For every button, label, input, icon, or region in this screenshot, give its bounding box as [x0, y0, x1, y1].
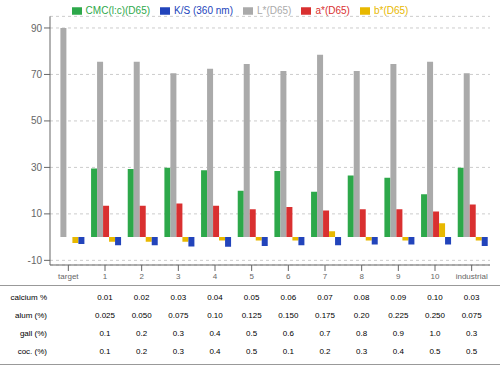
- html-text:0.03: 0.03: [463, 293, 480, 302]
- svg-text:6: 6: [286, 272, 291, 281]
- html-text:a*(D65): a*(D65): [315, 5, 350, 16]
- html-text:0.050: 0.050: [131, 311, 152, 320]
- html-text:0.1: 0.1: [99, 329, 111, 338]
- html-text:0.05: 0.05: [243, 293, 260, 302]
- svg-text:9: 9: [396, 272, 401, 281]
- html-text:L*(D65): L*(D65): [257, 5, 292, 16]
- html-text:0.07: 0.07: [317, 293, 333, 302]
- svg-text:-10: -10: [28, 255, 43, 266]
- html-text:0.01: 0.01: [97, 293, 113, 302]
- svg-text:2: 2: [139, 272, 144, 281]
- html-text:0.3: 0.3: [172, 329, 184, 338]
- html-text:b*(D65): b*(D65): [373, 5, 409, 16]
- html-text:0.6: 0.6: [282, 329, 294, 338]
- html-text:gall (%): gall (%): [19, 329, 47, 338]
- svg-text:30: 30: [31, 162, 43, 173]
- html-text:0.10: 0.10: [427, 293, 443, 302]
- html-text:0.7: 0.7: [319, 329, 331, 338]
- svg-text:4: 4: [213, 272, 218, 281]
- svg-text:7: 7: [323, 272, 328, 281]
- html-text:0.8: 0.8: [356, 329, 368, 338]
- html-text:0.1: 0.1: [99, 347, 111, 356]
- svg-text:1: 1: [103, 272, 108, 281]
- html-text:0.3: 0.3: [356, 347, 368, 356]
- svg-text:industrial: industrial: [456, 272, 488, 281]
- svg-text:3: 3: [176, 272, 181, 281]
- html-text:0.075: 0.075: [168, 311, 189, 320]
- html-text:0.1: 0.1: [282, 347, 294, 356]
- svg-text:5: 5: [249, 272, 254, 281]
- svg-text:50: 50: [31, 115, 43, 126]
- html-text:0.250: 0.250: [425, 311, 445, 320]
- svg-text:70: 70: [31, 69, 43, 80]
- html-text:0.3: 0.3: [172, 347, 184, 356]
- html-text:0.5: 0.5: [246, 329, 258, 338]
- html-text:alum (%): alum (%): [15, 311, 47, 320]
- html-text:0.125: 0.125: [241, 311, 262, 320]
- html-text:0.175: 0.175: [315, 311, 335, 320]
- html-text:coc. (%): coc. (%): [17, 347, 47, 356]
- html-text:0.225: 0.225: [388, 311, 409, 320]
- html-text:0.9: 0.9: [392, 329, 404, 338]
- html-text:0.4: 0.4: [209, 347, 221, 356]
- svg-text:10: 10: [31, 208, 43, 219]
- html-text:0.5: 0.5: [466, 347, 478, 356]
- html-text:0.4: 0.4: [209, 329, 221, 338]
- html-text:0.06: 0.06: [280, 293, 297, 302]
- html-text:calcium %: calcium %: [10, 293, 47, 302]
- html-text:0.3: 0.3: [466, 329, 478, 338]
- svg-text:8: 8: [359, 272, 364, 281]
- html-text:0.03: 0.03: [170, 293, 187, 302]
- html-text:0.09: 0.09: [390, 293, 407, 302]
- html-text:1.0: 1.0: [429, 329, 441, 338]
- html-text:0.08: 0.08: [353, 293, 370, 302]
- html-text:0.2: 0.2: [136, 347, 148, 356]
- html-text:0.04: 0.04: [207, 293, 223, 302]
- html-text:CMC(l:c)(D65): CMC(l:c)(D65): [85, 5, 151, 16]
- svg-text:target: target: [58, 272, 79, 281]
- html-text:0.4: 0.4: [392, 347, 404, 356]
- svg-text:10: 10: [431, 272, 440, 281]
- html-text:0.02: 0.02: [133, 293, 150, 302]
- html-text:0.025: 0.025: [95, 311, 115, 320]
- html-text:K/S (360 nm): K/S (360 nm): [174, 5, 233, 16]
- html-text:0.075: 0.075: [461, 311, 482, 320]
- html-text:0.2: 0.2: [319, 347, 331, 356]
- html-text:0.5: 0.5: [246, 347, 258, 356]
- html-text:0.5: 0.5: [429, 347, 441, 356]
- html-text:0.20: 0.20: [353, 311, 370, 320]
- html-text:0.10: 0.10: [207, 311, 223, 320]
- html-text:0.2: 0.2: [136, 329, 148, 338]
- html-text:0.150: 0.150: [278, 311, 299, 320]
- svg-text:90: 90: [31, 23, 43, 34]
